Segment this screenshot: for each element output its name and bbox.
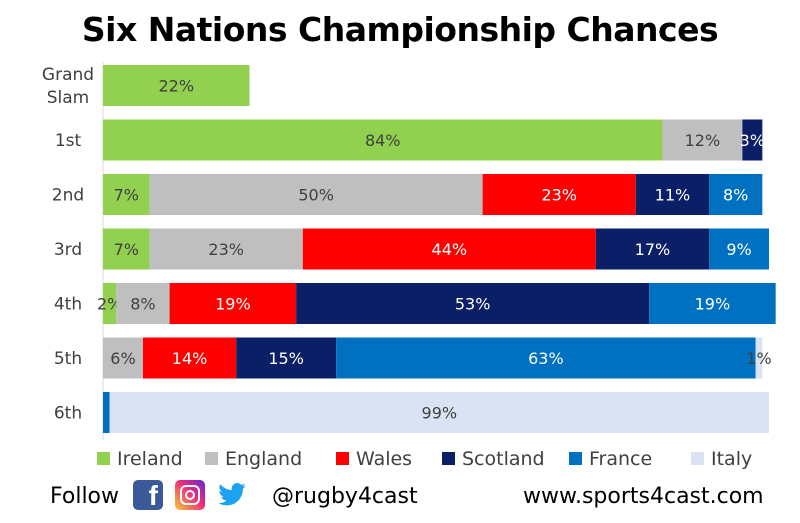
data-label: 23%: [541, 186, 577, 205]
bar-segment-france: [103, 392, 110, 433]
website-url: www.sports4cast.com: [523, 484, 764, 509]
footer: Follow f @rugby4cast www.sports4cast.com: [0, 478, 800, 523]
data-label: 17%: [635, 240, 671, 259]
data-label: 7%: [114, 186, 139, 205]
category-label: 1st: [55, 131, 82, 151]
bar-segment-ireland: [103, 283, 117, 324]
stacked-bar-chart: Grand Slam 22% 1st 84% 12% 3% 2nd 7% 50% 23% 11% 8% 3…: [42, 62, 776, 470]
data-label: 22%: [158, 77, 194, 96]
data-label: 44%: [432, 240, 468, 259]
bar-segment-france: [336, 337, 756, 379]
legend-label: England: [225, 448, 302, 470]
legend-swatch: [691, 452, 704, 465]
data-label: 8%: [723, 186, 748, 205]
bar-segment-scotland: [236, 337, 337, 379]
data-label: 50%: [298, 186, 334, 205]
data-label: 2%: [97, 295, 122, 314]
data-label: 6%: [110, 349, 135, 368]
data-label: 19%: [695, 295, 731, 314]
bar-segment-england: [149, 228, 303, 270]
legend-label: Wales: [356, 448, 412, 470]
legend-swatch: [97, 452, 110, 465]
data-label: 23%: [208, 240, 244, 259]
data-label: 1%: [746, 349, 771, 368]
bar-segment-scotland: [742, 119, 763, 161]
follow-label: Follow: [50, 484, 120, 509]
category-label: 2nd: [52, 186, 84, 206]
data-label: 99%: [422, 404, 458, 423]
category-label: 5th: [54, 349, 82, 369]
data-label: 7%: [114, 240, 139, 259]
social-handle: @rugby4cast: [272, 484, 418, 509]
bar-segment-italy: [109, 392, 769, 433]
category-label: Grand Slam: [42, 65, 94, 108]
bar-segment-ireland: [103, 65, 250, 106]
bar-segment-france: [649, 283, 776, 324]
bar-segment-scotland: [635, 174, 710, 215]
bar-segment-france: [709, 228, 769, 270]
bar-segment-scotland: [296, 283, 650, 324]
bar-segment-wales: [302, 228, 596, 270]
bar-segment-wales: [142, 337, 237, 379]
legend-label: Scotland: [462, 448, 545, 470]
legend-swatch: [205, 452, 218, 465]
data-label: 19%: [215, 295, 251, 314]
legend-swatch: [442, 452, 455, 465]
data-label: 8%: [130, 295, 155, 314]
chart-title: Six Nations Championship Chances: [81, 10, 719, 49]
instagram-icon[interactable]: [175, 480, 205, 510]
data-label: 15%: [268, 349, 304, 368]
data-label: 9%: [726, 240, 751, 259]
bar-segment-wales: [169, 283, 297, 324]
bar-segment-italy: [755, 337, 763, 379]
bar-segment-ireland: [103, 174, 150, 215]
data-label: 84%: [365, 131, 401, 150]
bar-segment-scotland: [595, 228, 710, 270]
data-label: 14%: [172, 349, 208, 368]
data-label: 11%: [655, 186, 691, 205]
bar-segment-france: [709, 174, 763, 215]
category-label: 3rd: [54, 240, 82, 260]
bar-segment-ireland: [103, 228, 150, 270]
bar-segment-wales: [482, 174, 636, 215]
category-label: 4th: [54, 295, 82, 315]
legend-swatch: [569, 452, 582, 465]
bar-segment-england: [662, 119, 743, 161]
legend-label: Italy: [711, 448, 752, 470]
data-label: 53%: [455, 295, 491, 314]
legend-label: France: [589, 448, 652, 470]
data-label: 63%: [528, 349, 564, 368]
bar-segment-england: [116, 283, 170, 324]
data-label: 3%: [740, 131, 765, 150]
legend-swatch: [336, 452, 349, 465]
data-label: 12%: [685, 131, 721, 150]
bar-segment-england: [103, 337, 143, 379]
legend-label: Ireland: [117, 448, 183, 470]
facebook-icon[interactable]: f: [133, 480, 163, 511]
twitter-icon[interactable]: [215, 480, 249, 510]
bar-segment-ireland: [103, 119, 663, 161]
bar-segment-england: [149, 174, 483, 215]
category-label: 6th: [54, 404, 82, 424]
